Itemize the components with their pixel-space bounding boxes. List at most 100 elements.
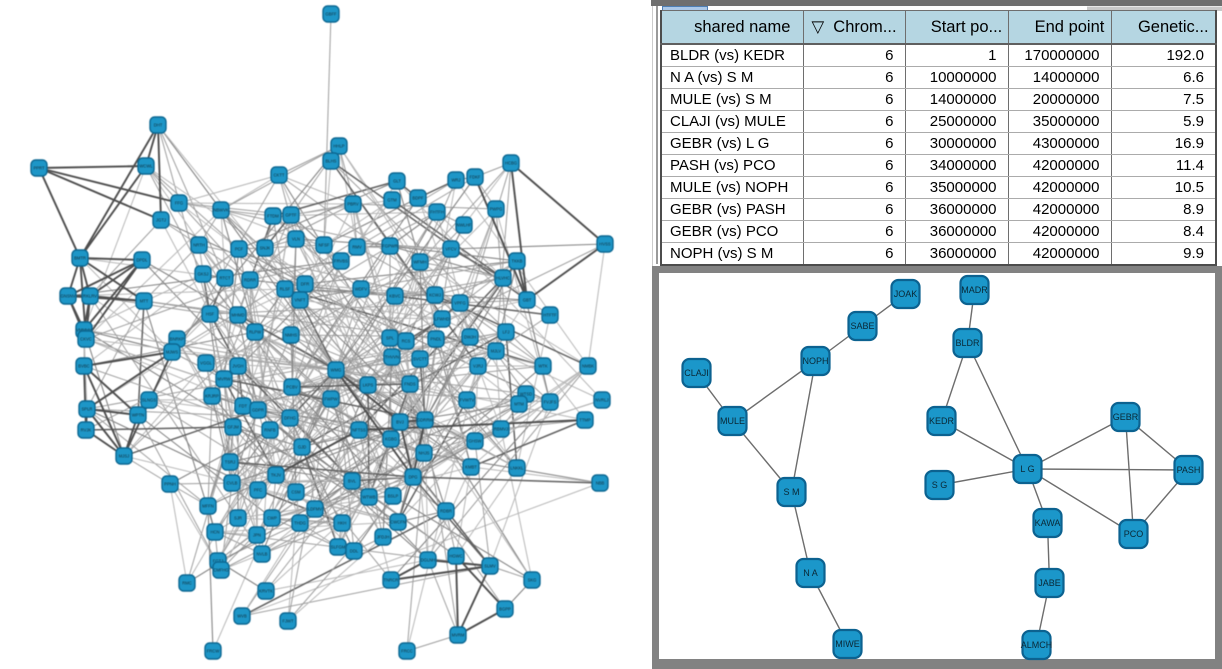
svg-text:FRVBS: FRVBS [334,259,348,264]
svg-text:SVCTT: SVCTT [413,357,427,362]
svg-text:LFWHD: LFWHD [435,317,450,322]
svg-text:THDG: THDG [294,521,306,526]
svg-text:PPRT: PPRT [33,166,45,171]
svg-text:KRVTK: KRVTK [259,589,273,594]
svg-text:NFSF: NFSF [319,243,330,248]
svg-text:MJSJ: MJSJ [119,454,129,459]
svg-text:PPNH: PPNH [164,482,176,487]
svg-text:KRJRP: KRJRP [205,394,219,399]
svg-text:TSRJ: TSRJ [225,460,235,465]
svg-text:BVL: BVL [348,479,357,484]
svg-text:FVWTV: FVWTV [460,398,475,403]
svg-text:KBVC: KBVC [389,294,400,299]
svg-text:CSM: CSM [291,490,301,495]
svg-text:SJR: SJR [234,516,242,521]
svg-text:FTDM: FTDM [267,214,279,219]
svg-text:BMTR: BMTR [74,256,86,261]
svg-text:JGTJ: JGTJ [156,218,166,223]
svg-text:SLFGM: SLFGM [331,545,346,550]
svg-text:FDKF: FDKF [470,175,481,180]
svg-text:CWP: CWP [267,516,277,521]
svg-text:CWCFN: CWCFN [390,520,406,525]
svg-text:WTSD: WTSD [520,392,532,397]
svg-text:JOAK: JOAK [894,289,918,299]
svg-text:NVLB: NVLB [257,552,268,557]
svg-text:NHJS: NHJS [419,451,430,456]
svg-text:FWPW: FWPW [324,397,337,402]
svg-text:LNKKL: LNKKL [510,466,524,471]
svg-text:FJWT: FJWT [282,619,294,624]
svg-text:GNSNV: GNSNV [61,294,76,299]
svg-text:WPTN: WPTN [132,413,144,418]
svg-text:GJD: GJD [298,445,306,450]
svg-text:NMHS: NMHS [285,333,298,338]
svg-text:FDT: FDT [239,404,248,409]
svg-text:HLVHC: HLVHC [496,276,510,281]
svg-text:SABE: SABE [850,321,874,331]
svg-text:FFG: FFG [175,201,183,206]
svg-text:RDRR: RDRR [244,278,256,283]
svg-text:RCS: RCS [402,339,411,344]
svg-text:SLMV: SLMV [484,564,496,569]
svg-text:PWPG: PWPG [490,207,503,212]
svg-text:NMBK: NMBK [582,364,594,369]
svg-text:FVJFS: FVJFS [544,400,557,405]
svg-text:BLDR: BLDR [955,338,980,348]
svg-text:TNRCR: TNRCR [384,578,399,583]
svg-text:NWLHF: NWLHF [457,223,472,228]
svg-text:MJLV: MJLV [491,349,502,354]
svg-text:LFJ: LFJ [503,330,510,335]
svg-text:S G: S G [932,480,948,490]
svg-text:TTMP: TTMP [579,418,591,423]
svg-text:MFFN: MFFN [202,504,214,509]
svg-text:JFDJH: JFDJH [377,535,390,540]
svg-text:TKJV: TKJV [271,473,281,478]
svg-text:HKH: HKH [338,521,347,526]
svg-text:HTFTF: HTFTF [543,313,557,318]
svg-text:L G: L G [1020,464,1034,474]
svg-text:RMC: RMC [182,581,192,586]
svg-text:SNJK: SNJK [260,246,271,251]
svg-text:BDPF: BDPF [412,196,424,201]
svg-text:JVGH: JVGH [232,364,243,369]
svg-text:PCBV: PCBV [286,385,298,390]
svg-text:HVSS: HVSS [599,242,611,247]
svg-text:RVJK: RVJK [81,428,92,433]
svg-text:KMBT: KMBT [465,465,477,470]
svg-text:KAWA: KAWA [1035,518,1061,528]
svg-text:DGLNH: DGLNH [421,558,436,563]
svg-text:DHT: DHT [154,123,163,128]
svg-text:RTCT: RTCT [219,276,231,281]
svg-text:HCN: HCN [210,530,219,535]
svg-text:THVVN: THVVN [385,355,399,360]
svg-text:CKTT: CKTT [274,173,285,178]
svg-text:PNDL: PNDL [430,337,442,342]
svg-text:WFMH: WFMH [413,260,426,265]
svg-text:HGWC: HGWC [449,554,462,559]
svg-text:WDFV: WDFV [355,287,368,292]
svg-text:LKPS: LKPS [363,383,374,388]
svg-text:DFR: DFR [301,282,310,287]
svg-text:FGPWR: FGPWR [382,244,398,249]
svg-text:DFHG: DFHG [284,416,296,421]
svg-text:PCF: PCF [235,247,244,252]
svg-text:CMFHG: CMFHG [213,568,228,573]
svg-text:BVBC: BVBC [78,364,89,369]
svg-text:NBB: NBB [596,481,605,486]
svg-text:JABE: JABE [1038,578,1061,588]
svg-text:VGGL: VGGL [200,361,212,366]
svg-text:WVB: WVB [237,614,247,619]
svg-text:VPFG: VPFG [454,301,465,306]
svg-text:KGBG: KGBG [385,437,397,442]
svg-text:HCBG: HCBG [505,161,517,166]
svg-text:GPTF: GPTF [285,213,297,218]
svg-text:PFC: PFC [254,488,262,493]
svg-text:NVRLJ: NVRLJ [595,398,608,403]
svg-text:N A: N A [803,568,818,578]
svg-text:MVRM: MVRM [452,633,465,638]
svg-text:VFCV: VFCV [445,247,456,252]
svg-text:BSLP: BSLP [388,494,399,499]
svg-text:RKLRV: RKLRV [83,294,97,299]
svg-text:DPDL: DPDL [136,258,148,263]
svg-text:SKG: SKG [528,578,537,583]
